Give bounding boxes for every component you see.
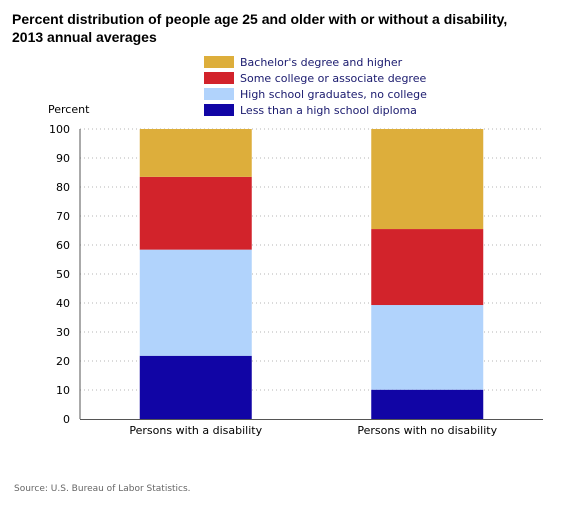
- y-tick-label: 100: [49, 123, 70, 136]
- y-tick-label: 20: [56, 355, 70, 368]
- y-tick-label: 90: [56, 152, 70, 165]
- legend: Bachelor's degree and higher Some college…: [204, 56, 427, 117]
- bar-segment: [139, 249, 252, 356]
- legend-label: Some college or associate degree: [240, 72, 426, 85]
- chart-title: Percent distribution of people age 25 an…: [12, 11, 508, 45]
- y-tick-label: 40: [56, 297, 70, 310]
- legend-swatch: [204, 104, 234, 116]
- legend-label: Less than a high school diploma: [240, 104, 417, 117]
- bar-segment: [371, 129, 484, 230]
- y-tick-label: 10: [56, 384, 70, 397]
- y-tick-label: 70: [56, 210, 70, 223]
- y-tick-label: 30: [56, 326, 70, 339]
- legend-swatch: [204, 56, 234, 68]
- x-tick-label: Persons with a disability: [129, 424, 262, 437]
- x-tick-labels: Persons with a disability Persons with no…: [129, 424, 497, 437]
- y-tick-labels: 0 10 20 30 40 50 60 70 80 90 100: [49, 123, 70, 426]
- legend-swatch: [204, 88, 234, 100]
- y-tick-label: 50: [56, 268, 70, 281]
- axes: [79, 129, 543, 420]
- bar-segment: [371, 389, 484, 419]
- bar-segment: [139, 355, 252, 419]
- legend-swatch: [204, 72, 234, 84]
- y-tick-label: 60: [56, 239, 70, 252]
- legend-label: High school graduates, no college: [240, 88, 427, 101]
- x-tick-label: Persons with no disability: [357, 424, 497, 437]
- y-tick-label: 80: [56, 181, 70, 194]
- bar-segment: [371, 229, 484, 306]
- bar-segment: [139, 176, 252, 250]
- bars: [139, 129, 484, 419]
- y-tick-label: 0: [63, 413, 70, 426]
- source-note: Source: U.S. Bureau of Labor Statistics.: [14, 484, 191, 494]
- bar-segment: [371, 305, 484, 390]
- legend-label: Bachelor's degree and higher: [240, 56, 403, 69]
- y-axis-label: Percent: [48, 103, 90, 116]
- bar-segment: [139, 129, 252, 177]
